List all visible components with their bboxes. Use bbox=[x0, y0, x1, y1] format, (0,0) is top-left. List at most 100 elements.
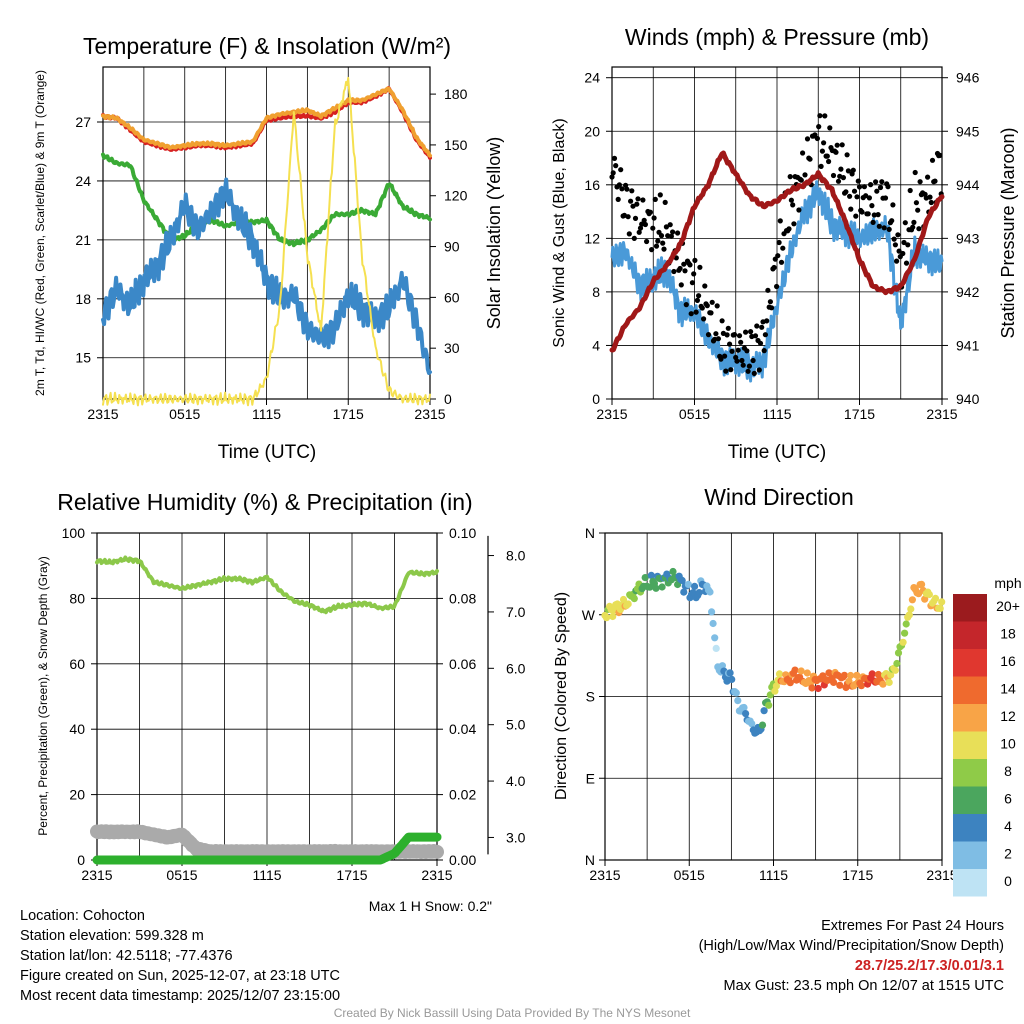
wind-gust-point bbox=[655, 238, 661, 244]
wind-xtick-label: 0515 bbox=[679, 406, 710, 422]
wind-gust-point bbox=[765, 287, 771, 293]
dir-point bbox=[709, 619, 717, 628]
dir-point bbox=[711, 634, 719, 642]
wind-gust-point bbox=[725, 325, 731, 331]
wind-gust-point bbox=[877, 184, 884, 191]
wind-gust-point bbox=[840, 175, 847, 181]
temp-series-insolation bbox=[102, 76, 431, 407]
wind-gust-point bbox=[776, 239, 782, 246]
wind-gust-point bbox=[814, 135, 821, 142]
wind-gust-point bbox=[728, 367, 734, 373]
wind-gust-point bbox=[658, 233, 665, 239]
colorbar-swatch bbox=[953, 621, 987, 649]
dir-chart-title: Wind Direction bbox=[704, 484, 854, 510]
wind-gust-point bbox=[910, 224, 916, 230]
dir-ytick-label: E bbox=[586, 770, 595, 786]
dir-point bbox=[899, 638, 907, 646]
wind-gust-point bbox=[817, 113, 823, 119]
wind-gust-point bbox=[833, 149, 839, 155]
wind-gust-point bbox=[913, 200, 920, 206]
wind-gust-point bbox=[875, 212, 881, 218]
dir-point bbox=[758, 721, 767, 729]
wind-gust-point bbox=[677, 265, 683, 272]
wind-gust-point bbox=[839, 142, 845, 148]
wind-gust-point bbox=[885, 184, 891, 190]
rh-series-rh bbox=[95, 555, 439, 615]
wind-gust-point bbox=[807, 156, 813, 162]
colorbar-label: 14 bbox=[1000, 681, 1016, 697]
wind-gust-point bbox=[767, 299, 774, 305]
wind-gust-point bbox=[927, 194, 933, 200]
wind-gust-point bbox=[850, 167, 856, 173]
wind-gust-point bbox=[796, 207, 802, 213]
wind-gust-point bbox=[653, 243, 660, 249]
wind-gust-point bbox=[708, 310, 714, 316]
wind-gust-point bbox=[903, 260, 910, 266]
dir-point bbox=[786, 679, 794, 687]
dir-point bbox=[641, 574, 649, 582]
wind-gust-point bbox=[714, 303, 720, 309]
wind-series-station-pressure bbox=[609, 150, 945, 353]
wind-gust-point bbox=[894, 258, 900, 264]
wind-gust-point bbox=[892, 242, 899, 248]
wind-gust-point bbox=[917, 179, 923, 185]
wind-gust-point bbox=[616, 182, 623, 188]
temp-ytick-label: 24 bbox=[75, 173, 91, 189]
dir-point bbox=[691, 582, 699, 591]
wind-gust-point bbox=[738, 339, 744, 345]
dir-point bbox=[652, 584, 660, 592]
wind-gust-point bbox=[845, 168, 852, 174]
rh-xtick-label: 1115 bbox=[252, 867, 281, 883]
dir-point bbox=[918, 580, 926, 589]
wind-gust-point bbox=[637, 225, 644, 231]
wind-gust-point bbox=[907, 187, 913, 194]
wind-gust-point bbox=[912, 169, 918, 176]
temp-xtick-label: 0515 bbox=[169, 406, 200, 422]
wind-gust-point bbox=[632, 215, 639, 221]
dir-point bbox=[905, 611, 913, 619]
temp-y2tick-label: 180 bbox=[444, 86, 468, 102]
wind-gust-point bbox=[629, 188, 635, 194]
dir-point bbox=[830, 678, 838, 687]
wind-gust-point bbox=[704, 303, 710, 309]
wind-gust-point bbox=[775, 253, 781, 259]
wind-gust-point bbox=[866, 195, 873, 201]
wind-gust-point bbox=[613, 163, 619, 169]
rh-ytick-label: 0 bbox=[77, 852, 85, 868]
wind-gust-point bbox=[859, 209, 865, 215]
wind-gust-point bbox=[928, 199, 934, 206]
wind-ytick-label: 4 bbox=[592, 337, 600, 353]
rh-ytick-label: 100 bbox=[62, 525, 86, 541]
dir-point bbox=[732, 689, 740, 697]
wind-gust-point bbox=[750, 357, 756, 364]
temp-ylabel: 2m T, Td, HI/WC (Red, Green, Scarlet/Blu… bbox=[33, 70, 47, 396]
wind-xtick-label: 2315 bbox=[596, 406, 627, 422]
wind-gust-point bbox=[929, 157, 936, 163]
dir-point bbox=[684, 580, 693, 589]
dir-point bbox=[887, 671, 895, 679]
temp-chart-title: Temperature (F) & Insolation (W/m²) bbox=[83, 33, 451, 59]
wind-gust-point bbox=[657, 192, 663, 198]
wind-xtick-label: 2315 bbox=[926, 406, 957, 422]
wind-gust-point bbox=[853, 213, 859, 219]
rh-xtick-label: 2315 bbox=[81, 867, 112, 883]
temp-y2tick-label: 90 bbox=[444, 239, 460, 255]
rh-y3tick-label: 5.0 bbox=[506, 717, 526, 733]
dir-ytick-label: N bbox=[585, 525, 595, 541]
extremes-title: Extremes For Past 24 Hours bbox=[821, 918, 1004, 934]
wind-gust-point bbox=[640, 197, 646, 203]
rh-xtick-label: 1715 bbox=[336, 867, 367, 883]
wind-gust-point bbox=[626, 231, 632, 237]
wind-gust-point bbox=[615, 196, 621, 202]
wind-gust-point bbox=[754, 323, 760, 329]
wind-gust-point bbox=[678, 282, 684, 288]
wind-y2tick-label: 941 bbox=[956, 337, 980, 353]
wind-gust-point bbox=[642, 221, 649, 228]
wind-gust-point bbox=[692, 257, 698, 263]
dir-xtick-label: 0515 bbox=[674, 867, 705, 883]
wind-gust-point bbox=[870, 219, 876, 225]
wind-gust-point bbox=[761, 348, 767, 354]
wind-gust-point bbox=[802, 172, 808, 178]
dir-point bbox=[938, 598, 946, 606]
